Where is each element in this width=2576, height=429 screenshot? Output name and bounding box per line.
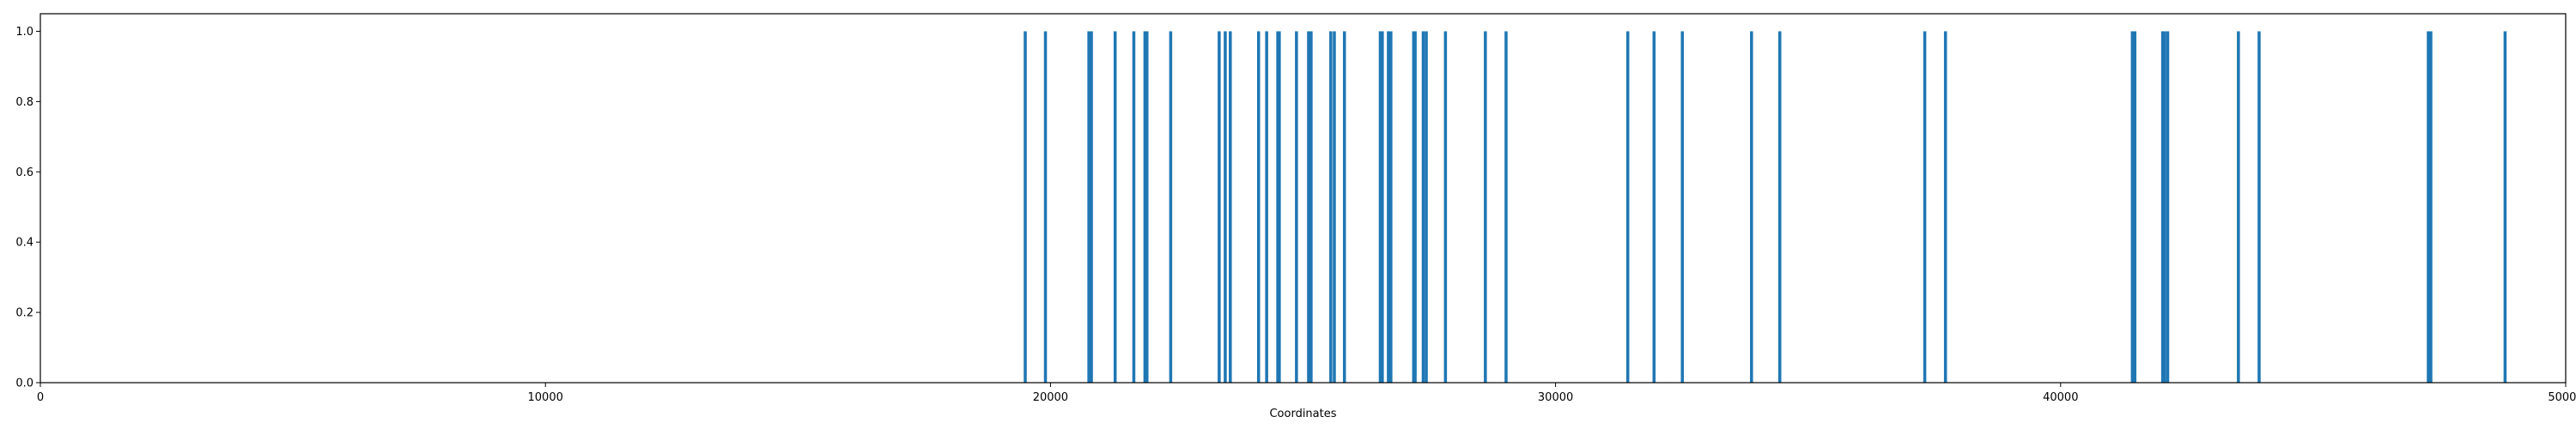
bar-1 xyxy=(1043,31,1048,383)
bar-34 xyxy=(1652,31,1656,383)
bar-3 xyxy=(1090,31,1093,383)
plot-frame xyxy=(39,13,2567,384)
bar-33 xyxy=(1625,31,1630,383)
bar-26 xyxy=(1412,31,1416,383)
bar-21 xyxy=(1342,31,1346,383)
bar-2 xyxy=(1087,31,1091,383)
bar-15 xyxy=(1278,31,1281,383)
bar-9 xyxy=(1218,31,1221,383)
y-tick-label: 0.2 xyxy=(15,307,33,320)
y-tick-label: 1.0 xyxy=(15,26,33,39)
bar-49 xyxy=(2503,31,2507,383)
bar-39 xyxy=(1943,31,1947,383)
bar-41 xyxy=(2133,31,2137,383)
x-tick-label: 40000 xyxy=(2043,391,2078,404)
bar-17 xyxy=(1307,31,1310,383)
bar-40 xyxy=(2130,31,2135,383)
bar-30 xyxy=(1443,31,1448,383)
bar-23 xyxy=(1381,31,1384,383)
bar-19 xyxy=(1329,31,1333,383)
bar-43 xyxy=(2163,31,2166,383)
bar-42 xyxy=(2160,31,2165,383)
bar-35 xyxy=(1680,31,1685,383)
y-tick-label: 0.0 xyxy=(15,378,33,390)
bar-22 xyxy=(1378,31,1382,383)
bar-25 xyxy=(1389,31,1393,383)
bar-7 xyxy=(1145,31,1149,383)
bar-series xyxy=(1024,31,2507,383)
bar-18 xyxy=(1309,31,1313,383)
bar-47 xyxy=(2427,31,2430,383)
x-tick-label: 20000 xyxy=(1033,391,1068,404)
bar-12 xyxy=(1256,31,1261,383)
y-tick-label: 0.8 xyxy=(15,96,33,109)
bar-32 xyxy=(1504,31,1508,383)
x-axis-label: Coordinates xyxy=(1269,408,1336,420)
x-tick-label: 30000 xyxy=(1538,391,1573,404)
bar-29 xyxy=(1425,31,1428,383)
bar-11 xyxy=(1229,31,1232,383)
bar-44 xyxy=(2166,31,2170,383)
y-axis: 0.0 0.2 0.4 0.6 0.8 1.0 xyxy=(15,26,40,390)
bar-37 xyxy=(1777,31,1782,383)
bar-48 xyxy=(2429,31,2433,383)
bar-0 xyxy=(1024,31,1027,383)
bar-45 xyxy=(2237,31,2240,383)
bar-8 xyxy=(1169,31,1173,383)
bar-4 xyxy=(1113,31,1117,383)
x-tick-label: 10000 xyxy=(528,391,563,404)
bar-27 xyxy=(1413,31,1417,383)
bar-36 xyxy=(1750,31,1753,383)
y-tick-label: 0.4 xyxy=(15,237,33,250)
x-tick-label: 0 xyxy=(37,391,44,404)
bar-6 xyxy=(1143,31,1147,383)
bar-28 xyxy=(1421,31,1425,383)
bar-10 xyxy=(1224,31,1227,383)
bar-13 xyxy=(1265,31,1268,383)
y-tick-label: 0.6 xyxy=(15,166,33,179)
bar-16 xyxy=(1295,31,1298,383)
bar-5 xyxy=(1132,31,1136,383)
bar-20 xyxy=(1333,31,1336,383)
bar-24 xyxy=(1387,31,1390,383)
bar-31 xyxy=(1484,31,1487,383)
bar-38 xyxy=(1923,31,1927,383)
bar-46 xyxy=(2257,31,2261,383)
